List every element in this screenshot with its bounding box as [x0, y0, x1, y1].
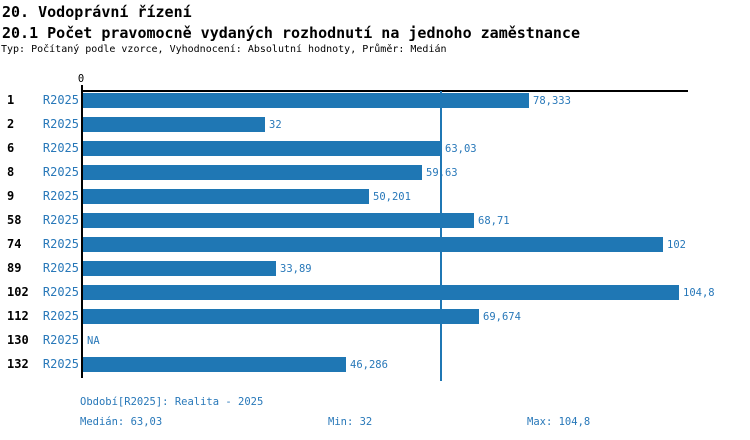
series-label: R2025 [42, 93, 79, 107]
series-label: R2025 [42, 213, 79, 227]
series-label: R2025 [42, 141, 79, 155]
x-axis-line [81, 90, 688, 92]
value-label: NA [87, 335, 100, 347]
bar-row: 130 R2025 NA [0, 333, 750, 348]
bar-row: 6 R2025 63,03 [0, 141, 750, 156]
value-bar [83, 141, 441, 156]
category-label: 58 [7, 213, 22, 227]
value-label: 50,201 [373, 191, 411, 203]
value-bar [83, 213, 474, 228]
bar-row: 8 R2025 59,63 [0, 165, 750, 180]
series-label: R2025 [42, 309, 79, 323]
category-label: 132 [7, 357, 29, 371]
value-bar [83, 285, 679, 300]
bar-row: 102 R2025 104,8 [0, 285, 750, 300]
bar-row: 89 R2025 33,89 [0, 261, 750, 276]
chart-meta-line: Typ: Počítaný podle vzorce, Vyhodnocení:… [1, 44, 447, 55]
bar-row: 2 R2025 32 [0, 117, 750, 132]
series-label: R2025 [42, 333, 79, 347]
category-label: 89 [7, 261, 22, 275]
bar-row: 58 R2025 68,71 [0, 213, 750, 228]
footer-median-stat: Medián: 63,03 [80, 416, 163, 428]
series-label: R2025 [42, 285, 79, 299]
bar-row: 1 R2025 78,333 [0, 93, 750, 108]
category-label: 74 [7, 237, 22, 251]
value-bar [83, 165, 422, 180]
category-label: 8 [7, 165, 15, 179]
value-bar [83, 261, 276, 276]
category-label: 6 [7, 141, 15, 155]
category-label: 112 [7, 309, 29, 323]
page-subtitle: 20.1 Počet pravomocně vydaných rozhodnut… [2, 24, 580, 42]
footer-min-stat: Min: 32 [328, 416, 373, 428]
value-bar [83, 117, 265, 132]
median-reference-line [440, 91, 442, 381]
y-axis-line [81, 85, 83, 378]
page-title: 20. Vodoprávní řízení [2, 3, 192, 21]
value-label: 102 [667, 239, 686, 251]
value-label: 78,333 [533, 95, 571, 107]
value-label: 63,03 [445, 143, 477, 155]
series-label: R2025 [42, 237, 79, 251]
series-label: R2025 [42, 189, 79, 203]
bar-row: 74 R2025 102 [0, 237, 750, 252]
footer-period: Období[R2025]: Realita - 2025 [80, 396, 264, 408]
category-label: 102 [7, 285, 29, 299]
value-label: 104,8 [683, 287, 715, 299]
series-label: R2025 [42, 261, 79, 275]
value-bar [83, 237, 663, 252]
value-label: 69,674 [483, 311, 521, 323]
series-label: R2025 [42, 357, 79, 371]
value-bar [83, 93, 529, 108]
category-label: 2 [7, 117, 15, 131]
value-bar [83, 309, 479, 324]
bar-row: 9 R2025 50,201 [0, 189, 750, 204]
x-axis-zero-tick-label: 0 [77, 73, 85, 85]
value-label: 32 [269, 119, 282, 131]
bar-row: 132 R2025 46,286 [0, 357, 750, 372]
value-bar [83, 357, 346, 372]
series-label: R2025 [42, 165, 79, 179]
category-label: 9 [7, 189, 15, 203]
category-label: 130 [7, 333, 29, 347]
category-label: 1 [7, 93, 15, 107]
value-label: 59,63 [426, 167, 458, 179]
series-label: R2025 [42, 117, 79, 131]
value-label: 33,89 [280, 263, 312, 275]
value-label: 46,286 [350, 359, 388, 371]
value-bar [83, 189, 369, 204]
value-label: 68,71 [478, 215, 510, 227]
footer-max-stat: Max: 104,8 [527, 416, 591, 428]
bar-row: 112 R2025 69,674 [0, 309, 750, 324]
